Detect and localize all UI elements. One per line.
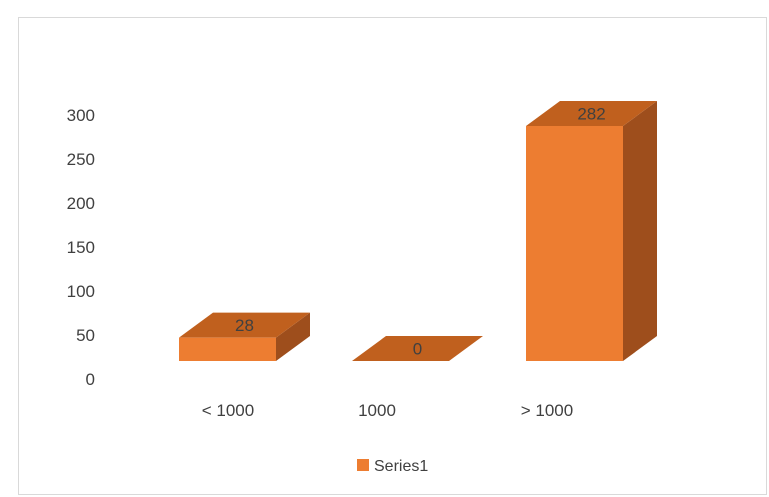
x-category-label: 1000 — [358, 401, 396, 420]
y-tick-label: 0 — [86, 370, 95, 389]
bar-top-face — [179, 312, 310, 338]
bar: 28 — [179, 312, 310, 361]
y-axis: 0 50 100 150 200 250 300 — [67, 106, 95, 389]
x-category-label: < 1000 — [202, 401, 254, 420]
x-axis: < 1000 1000 > 1000 — [202, 401, 573, 420]
data-label: 0 — [413, 340, 422, 359]
legend: Series1 — [357, 458, 428, 475]
legend-swatch — [357, 459, 369, 471]
data-label: 28 — [235, 316, 254, 335]
bar-top-face — [352, 336, 483, 361]
y-tick-label: 200 — [67, 194, 95, 213]
x-category-label: > 1000 — [521, 401, 573, 420]
y-tick-label: 100 — [67, 282, 95, 301]
data-label: 282 — [577, 105, 605, 124]
bar-top-face — [526, 101, 657, 126]
y-tick-label: 300 — [67, 106, 95, 125]
bars: 28 0 282 — [179, 101, 657, 361]
bar-side-face — [276, 312, 310, 361]
y-tick-label: 250 — [67, 150, 95, 169]
bar: 0 — [352, 336, 483, 361]
y-tick-label: 150 — [67, 238, 95, 257]
bar: 282 — [526, 101, 657, 361]
bar-side-face — [623, 101, 657, 361]
y-tick-label: 50 — [76, 326, 95, 345]
bar-front-face — [526, 126, 623, 361]
legend-label: Series1 — [374, 458, 428, 475]
bar-front-face — [179, 337, 276, 361]
